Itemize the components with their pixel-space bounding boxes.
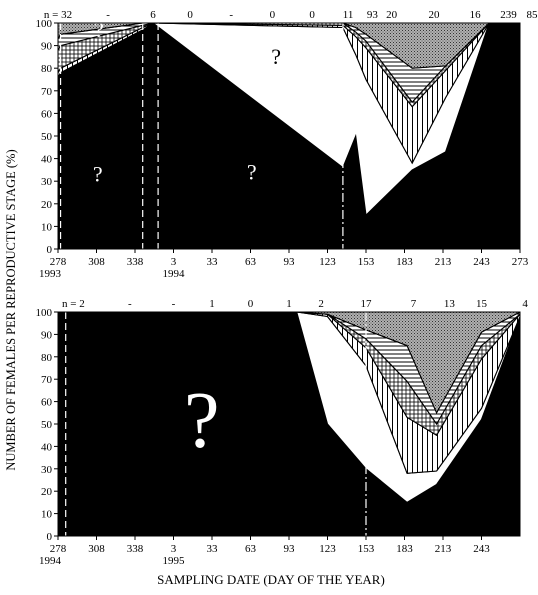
- sample-size-label: 0: [248, 298, 254, 310]
- x-tick-label: 123: [319, 543, 336, 555]
- sample-size-label: 239: [500, 9, 517, 21]
- y-tick-label: 80: [41, 63, 53, 75]
- x-axis-label: SAMPLING DATE (DAY OF THE YEAR): [157, 572, 385, 587]
- x-tick-label: 308: [88, 256, 105, 268]
- x-tick-label: 273: [512, 256, 529, 268]
- plot-area: ?: [58, 312, 520, 536]
- unknown-stage-marker: ?: [271, 44, 281, 69]
- x-tick-label: 338: [127, 256, 144, 268]
- x-tick-label: 33: [207, 543, 219, 555]
- x-tick-label: 243: [473, 543, 490, 555]
- x-tick-label: 338: [127, 543, 144, 555]
- sample-size-label: 17: [361, 298, 373, 310]
- y-tick-label: 50: [41, 419, 53, 431]
- x-tick-label: 153: [358, 543, 375, 555]
- y-tick-label: 50: [41, 131, 53, 143]
- unknown-stage-marker: ?: [184, 377, 220, 465]
- x-tick-label: 3: [171, 256, 177, 268]
- sample-size-label: -: [106, 9, 110, 21]
- year-label: 1994: [39, 555, 62, 567]
- y-tick-label: 0: [47, 244, 53, 256]
- sample-size-label: 13: [444, 298, 456, 310]
- x-tick-label: 243: [473, 256, 490, 268]
- sample-size-label: 0: [187, 9, 193, 21]
- x-tick-label: 213: [435, 256, 452, 268]
- x-tick-label: 278: [50, 256, 67, 268]
- x-tick-label: 278: [50, 543, 67, 555]
- sample-size-label: 16: [470, 9, 482, 21]
- x-tick-label: 63: [245, 256, 257, 268]
- x-tick-label: 153: [358, 256, 375, 268]
- y-tick-label: 80: [41, 352, 53, 364]
- sample-size-label: 2: [318, 298, 324, 310]
- y-tick-label: 40: [41, 154, 53, 166]
- sample-size-label: 1: [209, 298, 215, 310]
- y-tick-label: 20: [41, 199, 53, 211]
- x-tick-label: 93: [284, 256, 296, 268]
- plot-area: ????: [58, 17, 520, 249]
- unknown-stage-marker: ?: [94, 17, 104, 42]
- sample-size-label: 4: [522, 298, 528, 310]
- y-axis-label: NUMBER OF FEMALES PER REPRODUCTIVE STAGE…: [4, 149, 18, 470]
- y-tick-label: 90: [41, 329, 53, 341]
- year-label: 1995: [163, 555, 186, 567]
- sample-size-label: 6: [150, 9, 156, 21]
- y-tick-label: 90: [41, 41, 53, 53]
- year-label: 1994: [163, 268, 186, 280]
- y-tick-label: 30: [41, 464, 53, 476]
- sample-size-label: n = 2: [62, 298, 85, 310]
- sample-size-label: -: [229, 9, 233, 21]
- x-tick-label: 63: [245, 543, 257, 555]
- y-tick-label: 60: [41, 108, 53, 120]
- sample-size-label: 1: [286, 298, 292, 310]
- sample-size-label: 0: [270, 9, 276, 21]
- unknown-stage-marker: ?: [93, 162, 103, 187]
- x-tick-label: 123: [319, 256, 336, 268]
- y-tick-label: 70: [41, 374, 53, 386]
- y-tick-label: 30: [41, 176, 53, 188]
- unknown-stage-marker: ?: [247, 159, 257, 184]
- sample-size-label: 20: [429, 9, 441, 21]
- x-tick-label: 213: [435, 543, 452, 555]
- sample-size-label: -: [128, 298, 132, 310]
- sample-size-label: 85: [527, 9, 538, 21]
- sample-size-label: 0: [309, 9, 315, 21]
- year-label: 1993: [39, 268, 62, 280]
- y-tick-label: 0: [47, 531, 53, 543]
- sample-size-label: 15: [476, 298, 488, 310]
- x-tick-label: 183: [396, 543, 413, 555]
- sample-size-label: 11: [343, 9, 354, 21]
- sample-size-label: -: [172, 298, 176, 310]
- y-tick-label: 10: [41, 509, 53, 521]
- y-tick-label: 60: [41, 397, 53, 409]
- sample-size-label: 7: [411, 298, 417, 310]
- sample-size-label: n = 32: [44, 9, 72, 21]
- sample-size-label: 20: [386, 9, 398, 21]
- x-tick-label: 33: [207, 256, 219, 268]
- y-tick-label: 70: [41, 86, 53, 98]
- x-tick-label: 308: [88, 543, 105, 555]
- sample-size-label: 93: [367, 9, 379, 21]
- y-tick-label: 40: [41, 441, 53, 453]
- y-tick-label: 10: [41, 221, 53, 233]
- y-tick-label: 20: [41, 486, 53, 498]
- x-tick-label: 3: [171, 543, 177, 555]
- x-tick-label: 93: [284, 543, 296, 555]
- x-tick-label: 183: [396, 256, 413, 268]
- y-tick-label: 100: [36, 307, 53, 319]
